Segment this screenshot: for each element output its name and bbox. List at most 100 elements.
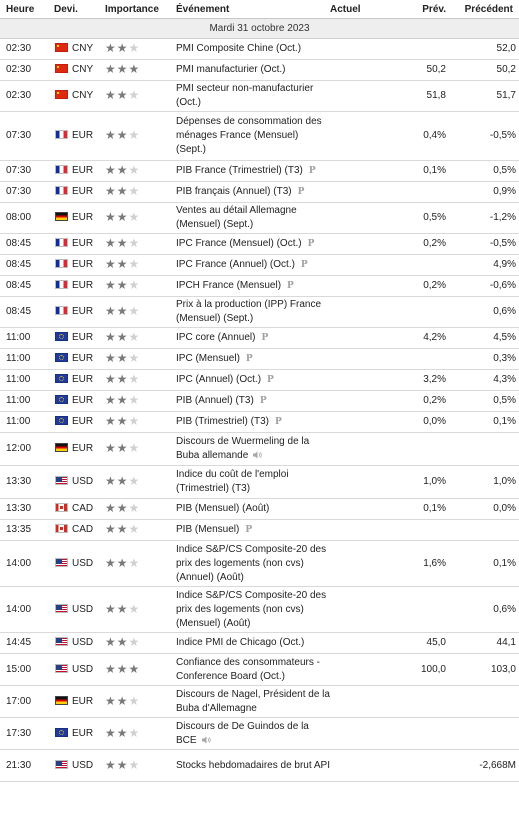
event-row[interactable]: 12:00 EUR ★★★ Discours de Wuermeling de la …: [0, 432, 519, 466]
header-event[interactable]: Événement: [176, 0, 330, 19]
event-name[interactable]: Ventes au détail Allemagne (Mensuel) (Se…: [176, 205, 297, 230]
event-name-cell[interactable]: Indice S&P/CS Composite-20 des prix des …: [176, 540, 330, 587]
event-row[interactable]: 15:00 USD ★★★ Confiance des consommateurs -…: [0, 653, 519, 686]
event-name-cell[interactable]: PIB français (Annuel) (T3) P: [176, 181, 330, 203]
event-row[interactable]: 08:45 EUR ★★★ Prix à la production (IPP) Fr…: [0, 296, 519, 328]
event-row[interactable]: 08:45 EUR ★★★ IPC France (Mensuel) (Oct.) P 0…: [0, 233, 519, 255]
header-currency[interactable]: Devi.: [54, 0, 105, 19]
event-row[interactable]: 14:45 USD ★★★ Indice PMI de Chicago (Oct.) 4…: [0, 632, 519, 654]
event-name-cell[interactable]: IPCH France (Mensuel) P: [176, 275, 330, 297]
event-row[interactable]: 08:00 EUR ★★★ Ventes au détail Allemagne (M…: [0, 202, 519, 234]
event-name-cell[interactable]: PIB (Mensuel) P: [176, 519, 330, 541]
event-name[interactable]: IPC (Annuel) (Oct.): [176, 374, 262, 385]
event-row[interactable]: 02:30 CNY ★★★ PMI Composite Chine (Oct.) 52,…: [0, 38, 519, 60]
star-icon: ★: [116, 441, 129, 455]
event-name-cell[interactable]: IPC core (Annuel) P: [176, 327, 330, 349]
event-name-cell[interactable]: PIB (Mensuel) (Août): [176, 498, 330, 520]
event-forecast: 0,2%: [386, 233, 446, 255]
header-actual[interactable]: Actuel: [330, 0, 386, 19]
event-name[interactable]: PIB français (Annuel) (T3): [176, 186, 292, 197]
event-name-cell[interactable]: PIB (Annuel) (T3) P: [176, 390, 330, 412]
event-name[interactable]: Discours de Nagel, Président de la Buba …: [176, 688, 330, 714]
event-name[interactable]: PMI secteur non-manufacturier (Oct.): [176, 83, 314, 108]
event-name[interactable]: IPC core (Annuel): [176, 332, 256, 343]
event-name[interactable]: IPC France (Annuel) (Oct.): [176, 259, 295, 270]
event-name-cell[interactable]: Dépenses de consommation des ménages Fra…: [176, 111, 330, 161]
event-name-cell[interactable]: IPC (Annuel) (Oct.) P: [176, 369, 330, 391]
event-name[interactable]: Prix à la production (IPP) France (Mensu…: [176, 299, 322, 324]
header-previous[interactable]: Précédent: [446, 0, 519, 19]
event-name-cell[interactable]: Indice PMI de Chicago (Oct.): [176, 632, 330, 654]
event-name-cell[interactable]: PIB France (Trimestriel) (T3) P: [176, 160, 330, 182]
star-icon: ★: [116, 522, 129, 536]
event-name-cell[interactable]: Discours de Nagel, Président de la Buba …: [176, 685, 330, 718]
star-icon: ★: [105, 441, 117, 455]
event-time: 12:00: [0, 432, 54, 466]
event-name[interactable]: PIB (Mensuel): [176, 524, 240, 535]
event-name[interactable]: Indice du coût de l'emploi (Trimestriel)…: [176, 469, 289, 494]
event-row[interactable]: 21:30 USD ★★★ Stocks hebdomadaires de brut …: [0, 749, 519, 782]
event-row[interactable]: 13:30 CAD ★★★ PIB (Mensuel) (Août) 0,1% 0,0%: [0, 498, 519, 520]
event-name-cell[interactable]: Stocks hebdomadaires de brut API: [176, 749, 330, 782]
event-row[interactable]: 14:00 USD ★★★ Indice S&P/CS Composite-20 de…: [0, 586, 519, 633]
event-name-cell[interactable]: Indice du coût de l'emploi (Trimestriel)…: [176, 465, 330, 499]
event-row[interactable]: 14:00 USD ★★★ Indice S&P/CS Composite-20 de…: [0, 540, 519, 587]
event-name-cell[interactable]: IPC (Mensuel) P: [176, 348, 330, 370]
event-name[interactable]: Indice PMI de Chicago (Oct.): [176, 637, 305, 648]
event-row[interactable]: 11:00 EUR ★★★ PIB (Trimestriel) (T3) P 0,0% 0,…: [0, 411, 519, 433]
event-name[interactable]: Confiance des consommateurs - Conference…: [176, 656, 320, 682]
event-importance: ★★★: [105, 38, 176, 60]
event-row[interactable]: 08:45 EUR ★★★ IPC France (Annuel) (Oct.) P 4,…: [0, 254, 519, 276]
event-row[interactable]: 08:45 EUR ★★★ IPCH France (Mensuel) P 0,2% -0,…: [0, 275, 519, 297]
star-icon: ★: [116, 163, 129, 177]
event-name-cell[interactable]: PMI Composite Chine (Oct.): [176, 38, 330, 60]
star-icon: ★: [128, 41, 141, 55]
event-name-cell[interactable]: IPC France (Mensuel) (Oct.) P: [176, 233, 330, 255]
event-name[interactable]: IPCH France (Mensuel): [176, 280, 282, 291]
event-row[interactable]: 13:35 CAD ★★★ PIB (Mensuel) P: [0, 519, 519, 541]
event-row[interactable]: 07:30 EUR ★★★ PIB France (Trimestriel) (T3)…: [0, 160, 519, 182]
event-name-cell[interactable]: Discours de Wuermeling de la Buba allema…: [176, 432, 330, 466]
flag-us-icon: [55, 603, 68, 613]
event-row[interactable]: 17:30 EUR ★★★ Discours de De Guindos de la …: [0, 717, 519, 750]
event-row[interactable]: 13:30 USD ★★★ Indice du coût de l'emploi (T…: [0, 465, 519, 499]
event-name[interactable]: PIB (Trimestriel) (T3): [176, 416, 269, 427]
event-name[interactable]: IPC (Mensuel): [176, 353, 240, 364]
event-name[interactable]: PMI Composite Chine (Oct.): [176, 43, 302, 54]
event-row[interactable]: 11:00 EUR ★★★ IPC (Annuel) (Oct.) P 3,2% 4,3%: [0, 369, 519, 391]
event-name-cell[interactable]: Confiance des consommateurs - Conference…: [176, 653, 330, 686]
event-row[interactable]: 11:00 EUR ★★★ PIB (Annuel) (T3) P 0,2% 0,5%: [0, 390, 519, 412]
event-row[interactable]: 11:00 EUR ★★★ IPC (Mensuel) P 0,3%: [0, 348, 519, 370]
event-row[interactable]: 02:30 CNY ★★★ PMI secteur non-manufacturier…: [0, 80, 519, 112]
event-row[interactable]: 07:30 EUR ★★★ PIB français (Annuel) (T3) P 0,…: [0, 181, 519, 203]
event-name[interactable]: Dépenses de consommation des ménages Fra…: [176, 116, 322, 155]
star-icon: ★: [105, 522, 117, 536]
event-importance: ★★★: [105, 586, 176, 633]
header-forecast[interactable]: Prév.: [386, 0, 446, 19]
event-name[interactable]: PIB France (Trimestriel) (T3): [176, 165, 303, 176]
event-name[interactable]: PIB (Annuel) (T3): [176, 395, 254, 406]
event-name[interactable]: PMI manufacturier (Oct.): [176, 64, 286, 75]
event-row[interactable]: 02:30 CNY ★★★ PMI manufacturier (Oct.) 50,2 5…: [0, 59, 519, 81]
event-row[interactable]: 07:30 EUR ★★★ Dépenses de consommation des …: [0, 111, 519, 161]
event-name[interactable]: Indice S&P/CS Composite-20 des prix des …: [176, 589, 327, 629]
event-name-cell[interactable]: PMI secteur non-manufacturier (Oct.): [176, 80, 330, 112]
event-name[interactable]: Stocks hebdomadaires de brut API: [176, 759, 330, 771]
event-name-cell[interactable]: PIB (Trimestriel) (T3) P: [176, 411, 330, 433]
event-name[interactable]: Discours de Wuermeling de la Buba allema…: [176, 436, 310, 461]
header-time[interactable]: Heure: [0, 0, 54, 19]
event-name-cell[interactable]: Prix à la production (IPP) France (Mensu…: [176, 296, 330, 328]
event-name-cell[interactable]: IPC France (Annuel) (Oct.) P: [176, 254, 330, 276]
event-name[interactable]: IPC France (Mensuel) (Oct.): [176, 238, 302, 249]
event-row[interactable]: 17:00 EUR ★★★ Discours de Nagel, Président …: [0, 685, 519, 718]
event-row[interactable]: 11:00 EUR ★★★ IPC core (Annuel) P 4,2% 4,5%: [0, 327, 519, 349]
header-importance[interactable]: Importance: [105, 0, 176, 19]
event-name-cell[interactable]: Ventes au détail Allemagne (Mensuel) (Se…: [176, 202, 330, 234]
event-name[interactable]: PIB (Mensuel) (Août): [176, 503, 270, 514]
event-name-cell[interactable]: Discours de De Guindos de la BCE: [176, 717, 330, 750]
flag-fr-icon: [55, 280, 68, 289]
event-name[interactable]: Discours de De Guindos de la BCE: [176, 720, 309, 746]
event-name-cell[interactable]: PMI manufacturier (Oct.): [176, 59, 330, 81]
event-name-cell[interactable]: Indice S&P/CS Composite-20 des prix des …: [176, 586, 330, 633]
event-name[interactable]: Indice S&P/CS Composite-20 des prix des …: [176, 543, 327, 583]
